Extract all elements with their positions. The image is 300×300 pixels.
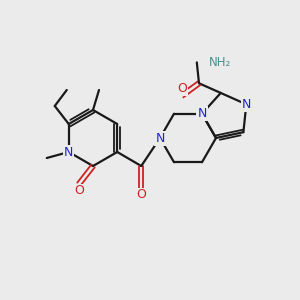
Text: O: O [177, 82, 187, 95]
Text: N: N [242, 98, 251, 111]
Text: O: O [136, 188, 146, 202]
Text: N: N [197, 107, 207, 120]
Text: O: O [74, 184, 84, 197]
Text: N: N [64, 146, 74, 158]
Text: N: N [155, 131, 165, 145]
Text: N: N [64, 146, 74, 158]
Text: NH₂: NH₂ [209, 56, 231, 69]
Text: N: N [155, 131, 165, 145]
Text: N: N [242, 98, 251, 111]
Text: N: N [197, 107, 207, 120]
